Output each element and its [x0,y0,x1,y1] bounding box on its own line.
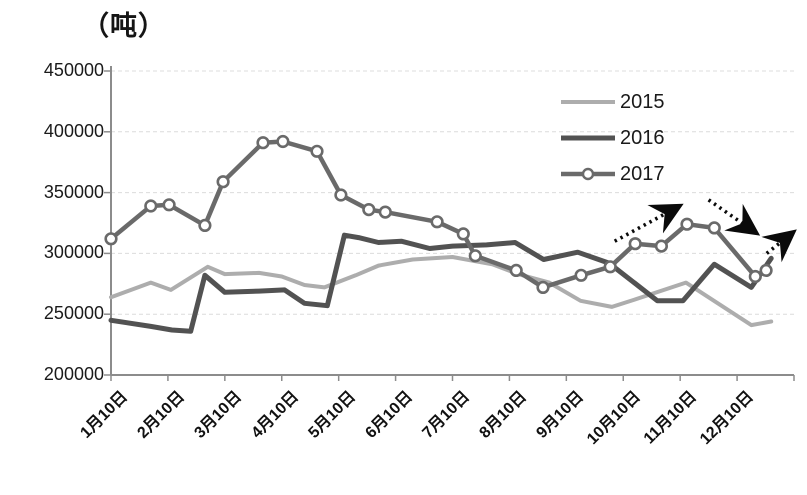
data-point-marker [574,268,588,282]
data-point-marker [456,227,470,241]
data-point-marker [104,232,118,246]
data-point-marker [430,215,444,229]
data-point-marker [334,188,348,202]
data-point-marker [310,144,324,158]
y-tick-label: 400000 [43,120,104,141]
data-point-marker [256,136,270,150]
y-tick-label: 450000 [43,60,104,80]
data-point-marker [759,263,773,278]
data-point-marker [378,205,392,219]
legend-swatch-2015 [561,100,615,104]
data-point-marker [144,199,158,213]
series-line-2015 [109,255,774,328]
y-tick-label: 300000 [43,242,104,263]
data-point-marker [654,239,669,253]
data-point-marker [276,134,290,149]
data-point-marker [198,218,212,232]
y-tick-label: 250000 [43,303,104,324]
data-point-marker [707,221,721,235]
y-axis-unit-label: （吨） [82,11,166,41]
y-tick-label: 350000 [43,181,104,202]
data-point-marker [509,263,523,278]
data-point-marker [468,249,482,263]
data-point-marker [603,260,617,274]
data-point-marker [536,280,550,295]
data-point-marker [680,217,694,231]
legend-label: 2017 [620,162,665,185]
series-line-2016 [108,232,774,334]
data-point-marker [216,175,230,189]
y-tick-label: 200000 [43,364,104,384]
trend-arrow [613,203,684,243]
legend-swatch-2016 [561,135,615,141]
legend-label: 2015 [620,90,665,113]
legend-item-2015: 2015 [560,84,665,120]
data-point-marker [162,198,176,212]
legend-label: 2016 [620,126,665,149]
legend: 2015 2016 2017 [560,84,665,192]
data-point-marker [628,237,642,251]
legend-item-2016: 2016 [560,120,665,156]
legend-item-2017: 2017 [560,156,665,192]
data-point-marker [748,269,762,284]
legend-swatch-2017 [561,167,615,181]
data-point-marker [362,203,376,217]
trend-arrow [707,198,761,236]
trend-arrow [761,229,797,263]
